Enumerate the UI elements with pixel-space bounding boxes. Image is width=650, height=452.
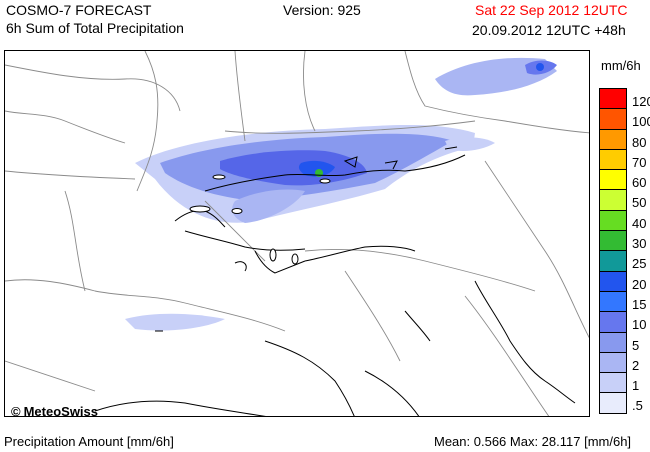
legend-swatch: 1 — [600, 373, 639, 394]
footer-left: Precipitation Amount [mm/6h] — [4, 434, 174, 449]
legend-swatch: 100 — [600, 109, 650, 130]
legend-swatch: 5 — [600, 332, 639, 353]
legend-swatch: 20 — [600, 271, 646, 292]
legend-swatch: 10 — [600, 312, 646, 333]
legend-label: 2 — [632, 357, 640, 373]
copyright-icon: © — [11, 404, 21, 417]
legend-swatch: 50 — [600, 190, 646, 211]
precip-patch-sw — [232, 189, 305, 223]
legend-unit: mm/6h — [601, 58, 641, 73]
legend-swatch: .5 — [600, 393, 643, 414]
legend-swatch: 40 — [600, 210, 646, 232]
legend-label: 80 — [632, 134, 647, 150]
legend-label: 40 — [632, 215, 647, 231]
legend-swatch: 30 — [600, 231, 646, 252]
credit-text: MeteoSwiss — [23, 404, 99, 417]
credit-label: © MeteoSwiss — [11, 404, 99, 417]
borders-gray — [5, 51, 589, 416]
valid-time: Sat 22 Sep 2012 12UTC — [475, 2, 628, 18]
legend-label: 15 — [632, 296, 647, 312]
precip-patch-se — [445, 137, 495, 151]
legend-label: 50 — [632, 195, 647, 211]
legend-label: .5 — [632, 398, 643, 414]
product-title: 6h Sum of Total Precipitation — [6, 20, 184, 36]
legend-label: 120 — [632, 94, 650, 109]
precip-core — [298, 160, 335, 177]
precipitation-legend: 120 100 80 70 60 50 40 30 25 20 15 10 5 2 1 .5 — [599, 88, 650, 414]
legend-swatch: 120 — [600, 89, 650, 110]
legend-label: 100 — [632, 114, 650, 130]
legend-label: 25 — [632, 256, 647, 272]
precip-spot-ne — [536, 63, 544, 71]
map-canvas — [5, 51, 589, 416]
precipitation-field — [125, 57, 557, 331]
legend-swatch: 80 — [600, 129, 646, 150]
legend-swatch: 2 — [600, 352, 639, 374]
footer-stats: Mean: 0.566 Max: 28.117 [mm/6h] — [434, 434, 632, 449]
legend-swatch: 60 — [600, 170, 646, 191]
model-title: COSMO-7 FORECAST — [6, 2, 152, 18]
legend-label: 5 — [632, 337, 640, 353]
precipitation-map: © MeteoSwiss — [4, 50, 590, 417]
legend-label: 30 — [632, 236, 647, 252]
legend-label: 70 — [632, 154, 647, 170]
precip-max — [315, 169, 323, 177]
legend-label: 20 — [632, 276, 647, 292]
precip-patch-south — [125, 313, 225, 331]
lakes — [189, 174, 331, 265]
legend-swatch: 25 — [600, 251, 646, 272]
precip-band-heavy — [220, 150, 367, 186]
legend-label: 10 — [632, 317, 647, 333]
legend-label: 60 — [632, 175, 647, 191]
legend-swatch: 70 — [600, 149, 646, 171]
legend-label: 1 — [632, 378, 640, 394]
legend-swatch: 15 — [600, 291, 646, 313]
version-label: Version: 925 — [283, 2, 361, 18]
borders-black — [94, 146, 576, 416]
run-time: 20.09.2012 12UTC +48h — [472, 22, 626, 38]
